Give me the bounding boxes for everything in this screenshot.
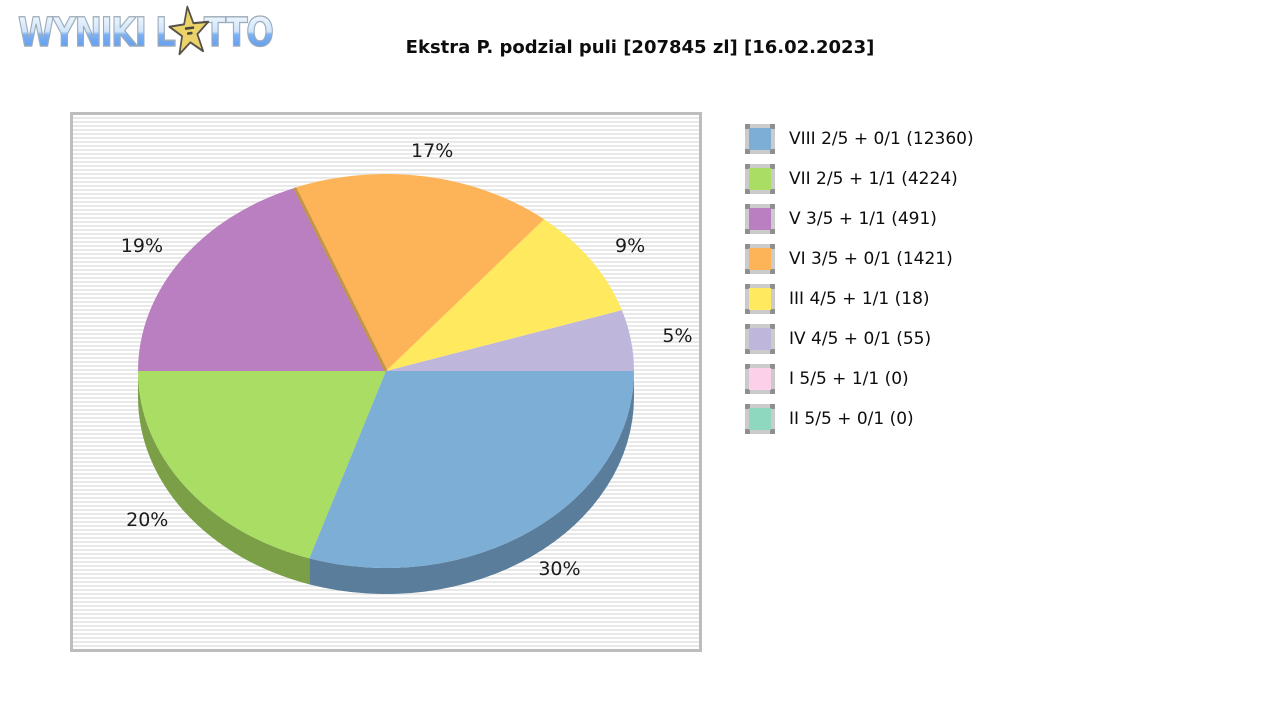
legend-label: VI 3/5 + 0/1 (1421) [789, 249, 953, 269]
legend-item-I: I 5/5 + 1/1 (0) [745, 364, 974, 394]
legend-label: IV 4/5 + 0/1 (55) [789, 329, 932, 349]
pie-slice-VII [138, 371, 386, 559]
pie-slice-VIII [309, 371, 634, 568]
legend-item-VIII: VIII 2/5 + 0/1 (12360) [745, 124, 974, 154]
legend-swatch-IV [745, 324, 775, 354]
legend-swatch-III [745, 284, 775, 314]
legend-item-IV: IV 4/5 + 0/1 (55) [745, 324, 974, 354]
pie-slice-III [386, 219, 622, 371]
wyniki-lotto-logo: WYNIKI L TTO [17, 5, 275, 58]
legend-item-V: V 3/5 + 1/1 (491) [745, 204, 974, 234]
legend-label: II 5/5 + 0/1 (0) [789, 409, 914, 429]
pie-slice-VI [294, 174, 545, 371]
legend-label: I 5/5 + 1/1 (0) [789, 369, 909, 389]
pie-slice-V [138, 187, 386, 371]
pie-slice-side-VIII [309, 371, 634, 594]
pie-label-V: 19% [121, 235, 163, 257]
logo-text-tto: TTO [203, 10, 274, 56]
legend-swatch-VIII [745, 124, 775, 154]
pie-label-IV: 5% [662, 325, 692, 347]
pie-chart: 5% 9% 17% 19% 20% 30% [121, 140, 693, 594]
pie-chart-panel: 5% 9% 17% 19% 20% 30% [70, 112, 702, 652]
pie-slice-side-VII [138, 371, 310, 585]
legend-swatch-color [749, 208, 771, 230]
lotto-star-icon [168, 5, 209, 56]
legend-item-VI: VI 3/5 + 0/1 (1421) [745, 244, 974, 274]
legend-item-II: II 5/5 + 0/1 (0) [745, 404, 974, 434]
pie-label-VIII: 30% [538, 558, 580, 580]
pie-slice-IV [386, 310, 634, 371]
chart-title: Ekstra P. podzial puli [207845 zl] [16.0… [405, 37, 875, 58]
legend-swatch-V [745, 204, 775, 234]
legend-swatch-color [749, 288, 771, 310]
legend-label: V 3/5 + 1/1 (491) [789, 209, 937, 229]
legend-item-VII: VII 2/5 + 1/1 (4224) [745, 164, 974, 194]
legend-swatch-color [749, 368, 771, 390]
logo-text-l: L [155, 10, 177, 56]
legend-swatch-color [749, 168, 771, 190]
pie-label-VII: 20% [126, 509, 168, 531]
legend-swatch-II [745, 404, 775, 434]
legend-swatch-color [749, 328, 771, 350]
legend-swatch-VI [745, 244, 775, 274]
legend-item-III: III 4/5 + 1/1 (18) [745, 284, 974, 314]
legend-swatch-color [749, 408, 771, 430]
logo-text-wyniki: WYNIKI [17, 10, 156, 56]
pie-label-VI: 17% [411, 140, 453, 162]
pie-slice-edge-line [293, 187, 388, 372]
legend-label: III 4/5 + 1/1 (18) [789, 289, 930, 309]
chart-legend: VIII 2/5 + 0/1 (12360) VII 2/5 + 1/1 (422… [745, 124, 974, 444]
legend-swatch-VII [745, 164, 775, 194]
legend-swatch-color [749, 128, 771, 150]
pie-label-III: 9% [615, 235, 645, 257]
legend-swatch-I [745, 364, 775, 394]
legend-swatch-color [749, 248, 771, 270]
legend-label: VII 2/5 + 1/1 (4224) [789, 169, 958, 189]
legend-label: VIII 2/5 + 0/1 (12360) [789, 129, 974, 149]
